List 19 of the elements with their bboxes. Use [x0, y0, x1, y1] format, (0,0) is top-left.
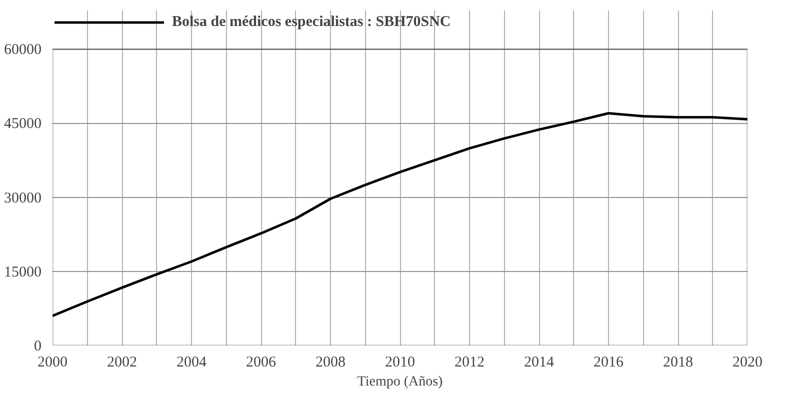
- y-tick-label: 15000: [4, 264, 42, 280]
- x-axis-title: Tiempo (Años): [357, 374, 444, 390]
- x-tick-label: 2010: [385, 354, 415, 370]
- y-tick-label: 60000: [4, 42, 42, 58]
- y-tick-label: 30000: [4, 190, 42, 206]
- x-tick-label: 2004: [176, 354, 207, 370]
- x-tick-label: 2006: [246, 354, 276, 370]
- x-tick-label: 2018: [663, 354, 693, 370]
- x-tick-label: 2014: [524, 354, 554, 370]
- x-tick-label: 2012: [454, 354, 484, 370]
- y-tick-label: 0: [34, 338, 42, 354]
- x-tick-label: 2002: [107, 354, 137, 370]
- y-tick-label: 45000: [4, 116, 42, 132]
- x-tick-label: 2008: [316, 354, 346, 370]
- text: Bolsa de médicos especialistas : SBH70SNC: [172, 14, 451, 30]
- x-tick-label: 2016: [594, 354, 624, 370]
- x-tick-label: 2000: [38, 354, 68, 370]
- x-tick-label: 2020: [732, 354, 762, 370]
- line-series: [52, 112, 748, 318]
